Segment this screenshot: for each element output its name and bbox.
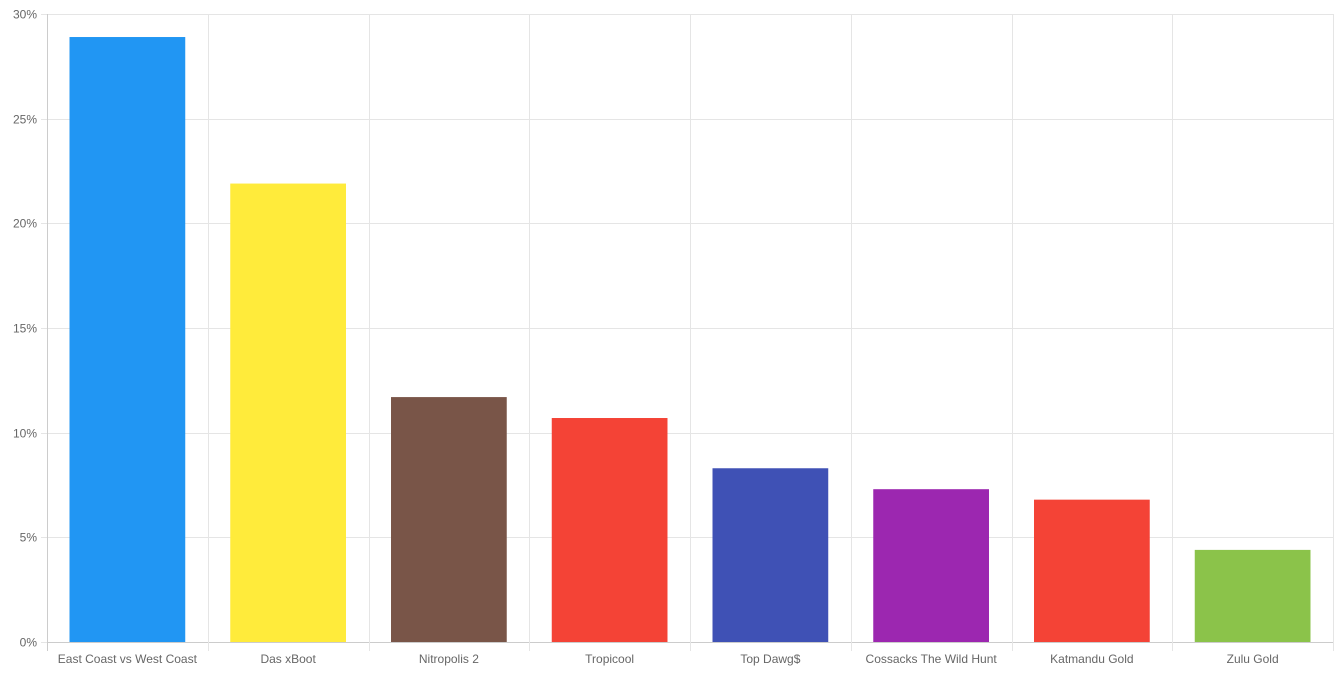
y-tick-label: 5% bbox=[20, 531, 38, 545]
x-tick-label: Katmandu Gold bbox=[1050, 652, 1133, 666]
x-tick-label: Top Dawg$ bbox=[740, 652, 800, 666]
x-tick-label: Tropicool bbox=[585, 652, 634, 666]
x-tick-label: Zulu Gold bbox=[1227, 652, 1279, 666]
axis-layer: 0% 5% 10% 15% 20% 25% 30% East Coast vs West Co… bbox=[13, 8, 1279, 667]
x-tick-label: East Coast vs West Coast bbox=[58, 652, 198, 666]
bar bbox=[712, 468, 829, 642]
y-tick-label: 25% bbox=[13, 113, 37, 127]
y-tick-label: 15% bbox=[13, 322, 37, 336]
x-tick-label: Das xBoot bbox=[260, 652, 316, 666]
y-tick-label: 0% bbox=[20, 636, 38, 650]
bar bbox=[69, 37, 186, 642]
bars-layer bbox=[69, 37, 1311, 642]
y-tick-label: 10% bbox=[13, 427, 37, 441]
y-tick-label: 30% bbox=[13, 8, 37, 22]
bar bbox=[1034, 499, 1150, 642]
y-tick-label: 20% bbox=[13, 217, 37, 231]
bar bbox=[551, 418, 668, 642]
bar bbox=[1194, 549, 1311, 642]
bar bbox=[230, 183, 346, 642]
x-tick-label: Cossacks The Wild Hunt bbox=[866, 652, 998, 666]
x-tick-label: Nitropolis 2 bbox=[419, 652, 479, 666]
bar bbox=[391, 397, 507, 642]
bar bbox=[873, 489, 989, 642]
